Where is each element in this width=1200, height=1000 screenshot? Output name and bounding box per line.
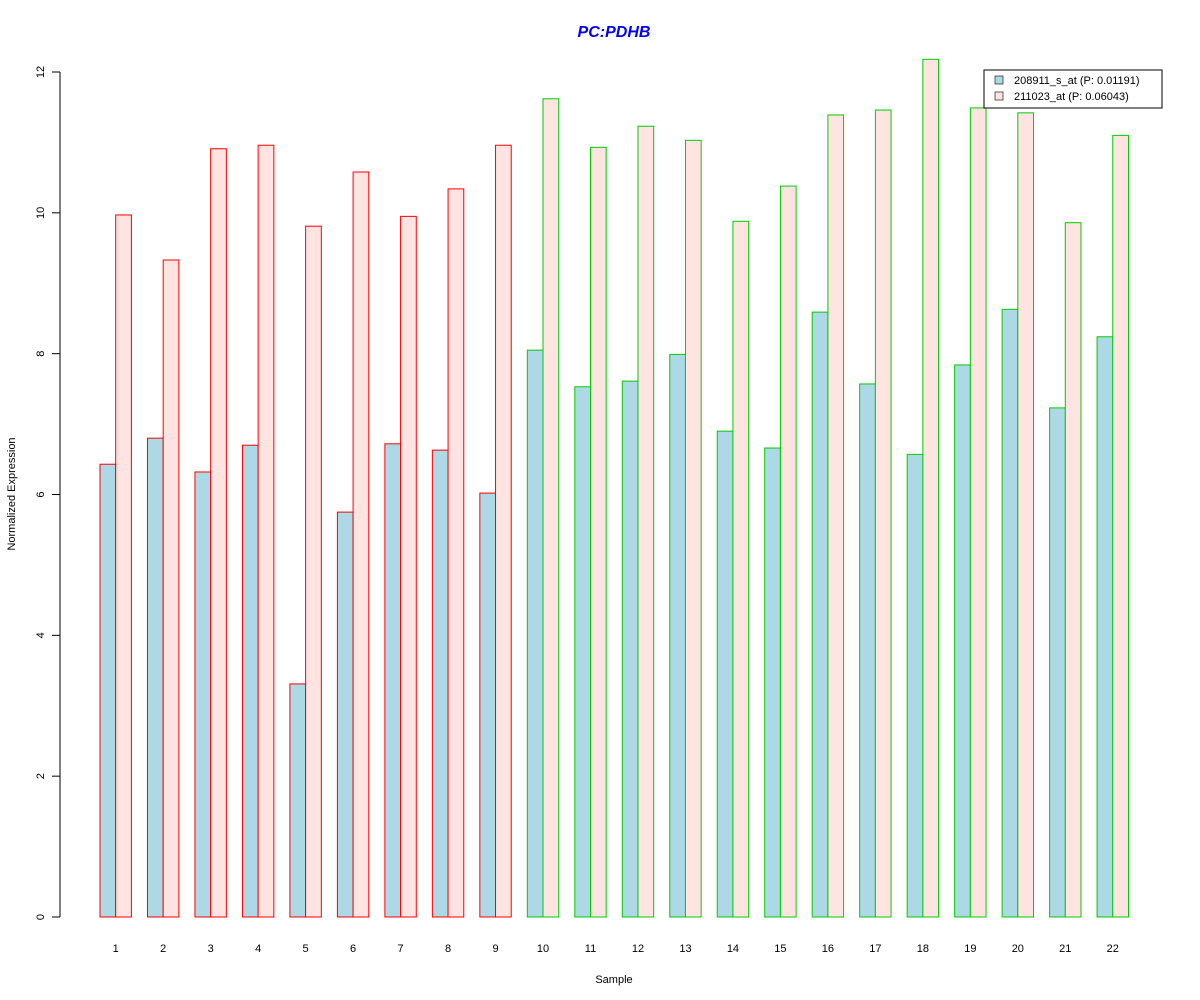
- bar-sample-22-series-2: [1112, 134, 1129, 918]
- bar-sample-3-series-2: [210, 148, 227, 918]
- bar-sample-5-series-1: [289, 683, 307, 918]
- legend-label-series-1: 208911_s_at (P: 0.01191): [1014, 75, 1140, 87]
- bar-sample-9-series-2: [495, 144, 512, 918]
- bar-sample-16-series-1: [811, 311, 829, 918]
- bars: [99, 58, 1129, 918]
- bar-sample-3-series-1: [194, 471, 212, 918]
- y-tick-label: 8: [35, 351, 47, 357]
- chart-title: PC:PDHB: [578, 24, 651, 41]
- bar-sample-17-series-2: [874, 109, 892, 918]
- x-tick-label: 4: [255, 943, 261, 955]
- bar-sample-21-series-1: [1049, 407, 1066, 918]
- y-tick-label: 0: [35, 914, 47, 920]
- bar-sample-6-series-1: [336, 511, 354, 918]
- legend-swatch-series-2: [994, 91, 1004, 101]
- y-tick-label: 2: [35, 773, 47, 779]
- bar-sample-7-series-1: [384, 443, 402, 918]
- bar-sample-8-series-2: [447, 188, 465, 918]
- x-tick-label: 16: [822, 943, 834, 955]
- x-tick-label: 3: [208, 943, 214, 955]
- bar-sample-20-series-1: [1001, 308, 1019, 918]
- bar-sample-18-series-1: [906, 453, 924, 918]
- bar-sample-16-series-2: [827, 114, 845, 918]
- bar-sample-7-series-2: [400, 215, 417, 918]
- x-tick-label: 6: [350, 943, 356, 955]
- legend: 208911_s_at (P: 0.01191) 211023_at (P: 0…: [983, 69, 1163, 109]
- y-axis: 0 2 4 6 8 10 12: [35, 66, 61, 920]
- x-tick-labels: 1 2 3 4 5 6 7 8 9 10 11 12 13 14 15 16 17 18 19 20 21 22: [113, 943, 1119, 955]
- x-tick-label: 7: [398, 943, 404, 955]
- bar-sample-19-series-2: [969, 107, 987, 918]
- bar-sample-13-series-1: [669, 353, 686, 918]
- x-tick-label: 21: [1059, 943, 1071, 955]
- x-tick-label: 2: [160, 943, 166, 955]
- bar-sample-15-series-1: [764, 447, 781, 918]
- bar-sample-22-series-1: [1096, 336, 1114, 918]
- bar-sample-13-series-2: [684, 139, 702, 918]
- bar-sample-11-series-2: [590, 146, 607, 918]
- bar-sample-8-series-1: [431, 449, 449, 918]
- bar-sample-12-series-1: [621, 380, 639, 918]
- x-tick-label: 19: [964, 943, 976, 955]
- bar-sample-10-series-1: [526, 349, 544, 918]
- x-tick-label: 10: [537, 943, 549, 955]
- bar-sample-17-series-1: [859, 383, 876, 918]
- bar-sample-10-series-2: [542, 98, 560, 918]
- x-tick-label: 13: [679, 943, 691, 955]
- x-tick-label: 22: [1107, 943, 1119, 955]
- bar-sample-2-series-1: [146, 437, 164, 918]
- x-tick-label: 15: [774, 943, 786, 955]
- bar-sample-11-series-1: [574, 386, 591, 918]
- x-tick-label: 12: [632, 943, 644, 955]
- bar-sample-18-series-2: [922, 58, 940, 918]
- bar-sample-1-series-1: [99, 463, 117, 918]
- y-axis-label: Normalized Expression: [6, 437, 18, 550]
- y-tick-label: 4: [35, 632, 47, 638]
- legend-label-series-2: 211023_at (P: 0.06043): [1014, 91, 1129, 103]
- x-tick-label: 11: [585, 943, 596, 955]
- bar-sample-19-series-1: [954, 364, 971, 918]
- bar-sample-14-series-1: [716, 430, 734, 918]
- y-tick-label: 10: [35, 207, 47, 219]
- bar-sample-6-series-2: [352, 171, 370, 918]
- bar-sample-4-series-1: [241, 444, 259, 918]
- bar-sample-4-series-2: [257, 144, 275, 918]
- bar-sample-9-series-1: [479, 492, 497, 918]
- bar-sample-5-series-2: [305, 225, 322, 918]
- bar-sample-14-series-2: [732, 220, 750, 918]
- bar-sample-2-series-2: [162, 259, 180, 918]
- legend-swatch-series-1: [994, 75, 1004, 85]
- bar-sample-20-series-2: [1017, 112, 1035, 918]
- x-tick-label: 17: [869, 943, 881, 955]
- x-tick-label: 9: [492, 943, 498, 955]
- x-axis-label: Sample: [595, 974, 632, 986]
- x-tick-label: 20: [1012, 943, 1024, 955]
- bar-sample-12-series-2: [637, 125, 655, 918]
- x-tick-label: 14: [727, 943, 739, 955]
- bar-sample-21-series-2: [1064, 222, 1082, 918]
- y-tick-label: 12: [35, 66, 47, 78]
- x-tick-label: 5: [303, 943, 309, 955]
- bar-sample-1-series-2: [115, 214, 132, 918]
- x-tick-label: 8: [445, 943, 451, 955]
- bar-sample-15-series-2: [779, 185, 797, 918]
- legend-box: [983, 69, 1163, 109]
- y-tick-label: 6: [35, 491, 47, 497]
- x-tick-label: 18: [917, 943, 929, 955]
- x-tick-label: 1: [113, 943, 119, 955]
